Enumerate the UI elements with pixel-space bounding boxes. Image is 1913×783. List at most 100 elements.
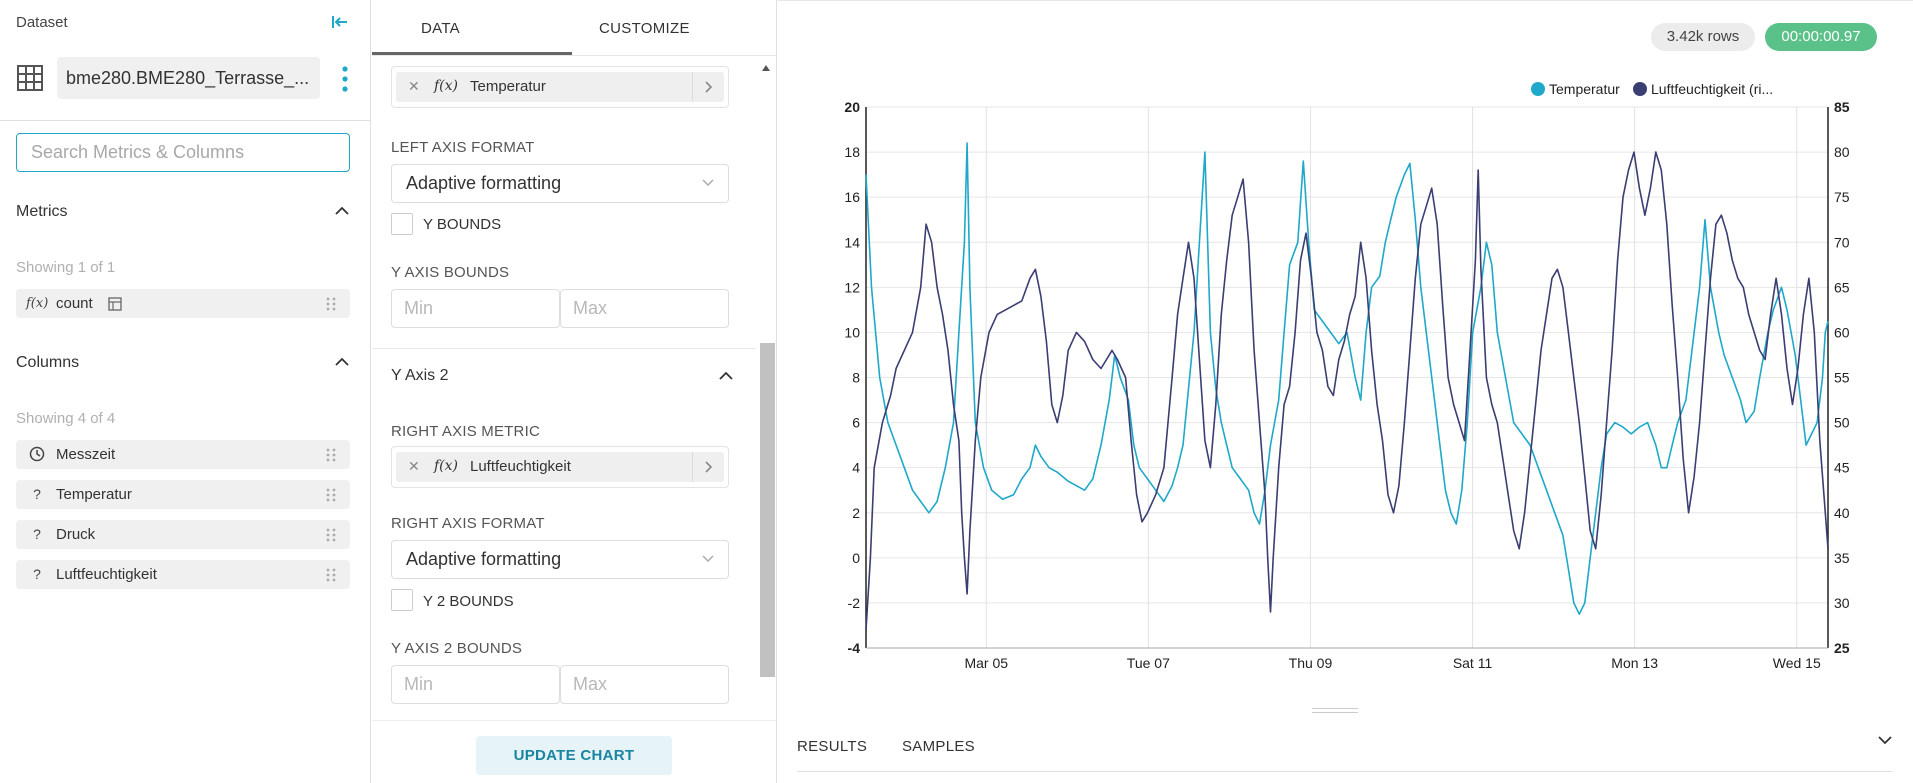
column-item-luftfeuchtigkeit[interactable]: ? Luftfeuchtigkeit [16,560,350,589]
chip-separator [692,72,693,102]
x-tick-label: Wed 15 [1773,655,1821,671]
y-bounds-label: Y BOUNDS [423,216,502,233]
left-axis-metric[interactable]: ✕ f(x) Temperatur [391,66,729,108]
column-item-label: Temperatur [56,486,132,503]
series-line-luftfeuchtigkeit [865,151,1829,631]
active-tab-indicator [372,52,572,55]
tab-customize[interactable]: CUSTOMIZE [599,20,690,37]
left-axis-format-select[interactable]: Adaptive formatting [391,164,729,203]
right-axis-metric[interactable]: ✕ f(x) Luftfeuchtigkeit [391,446,729,488]
right-axis-format-select[interactable]: Adaptive formatting [391,540,729,579]
columns-section-title[interactable]: Columns [16,354,80,371]
y-tick-label: 14 [844,234,860,250]
select-value: Adaptive formatting [406,173,562,193]
y-tick-label: 10 [844,324,860,340]
dataset-menu-icon[interactable] [338,65,352,93]
drag-handle-icon[interactable] [326,448,336,462]
tab-results[interactable]: RESULTS [797,738,868,755]
tab-data[interactable]: DATA [421,20,460,37]
y2-bounds-checkbox[interactable] [391,589,413,611]
columns-showing-count: Showing 4 of 4 [16,410,116,427]
tab-samples[interactable]: SAMPLES [902,738,975,755]
chevron-up-icon[interactable] [335,357,349,367]
function-icon: f(x) [434,458,459,474]
x-tick-label: Thu 09 [1289,655,1333,671]
remove-icon[interactable]: ✕ [408,458,420,474]
y-bounds-checkbox[interactable] [391,213,413,235]
y-tick-label: 16 [844,189,860,205]
drag-handle-icon[interactable] [326,528,336,542]
chevron-down-icon [702,179,714,187]
y2-tick-label: 30 [1834,595,1850,611]
collapse-panel-icon[interactable] [330,12,350,32]
y2-bounds-label: Y 2 BOUNDS [423,593,514,610]
column-item-messzeit[interactable]: Messzeit [16,440,350,469]
query-time-badge: 00:00:00.97 [1765,23,1877,51]
y2-tick-label: 85 [1834,99,1850,115]
x-tick-label: Tue 07 [1127,655,1170,671]
series-line-temperatur [865,142,1829,615]
y2-tick-label: 70 [1834,234,1850,250]
y-tick-label: 6 [852,415,860,431]
chart-pane: 3.42k rows 00:00:00.97 -4 -2 0 2 4 6 8 10 12 14 16… [778,0,1913,783]
y-tick-label: 8 [852,370,860,386]
y-tick-label: 18 [844,144,860,160]
search-metrics-input[interactable] [16,133,350,172]
scrollbar-thumb[interactable] [760,343,775,677]
y-tick-label: 20 [844,99,860,115]
y-axis-max-input[interactable] [560,289,729,328]
drag-handle-icon[interactable] [326,297,336,311]
x-tick-label: Mon 13 [1611,655,1658,671]
column-item-temperatur[interactable]: ? Temperatur [16,480,350,509]
sql-icon [108,297,122,311]
y-axis-bounds-label: Y AXIS BOUNDS [391,264,510,281]
chevron-right-icon[interactable] [704,81,712,93]
column-item-label: Messzeit [56,446,116,463]
left-axis-format-label: LEFT AXIS FORMAT [391,139,535,156]
y-axis-2-section[interactable]: Y Axis 2 [372,348,756,404]
line-chart[interactable]: -4 -2 0 2 4 6 8 10 12 14 16 18 20 25 30 35 40 45 50 55 60 65 7… [778,61,1913,671]
scroll-up-icon[interactable] [761,64,771,72]
y2-tick-label: 60 [1834,324,1850,340]
resize-handle[interactable] [1312,708,1358,713]
y2-tick-label: 25 [1834,640,1850,656]
y-tick-label: -4 [848,640,861,656]
control-scroll-area[interactable]: ✕ f(x) Temperatur LEFT AXIS FORMAT Adapt… [372,56,756,720]
chip-separator [692,452,693,482]
drag-handle-icon[interactable] [326,488,336,502]
scrollbar[interactable] [756,56,776,720]
update-chart-button[interactable]: UPDATE CHART [476,736,672,775]
y-axis-2-max-input[interactable] [560,665,729,704]
table-icon [17,65,43,91]
remove-icon[interactable]: ✕ [408,78,420,94]
control-tabs: DATA CUSTOMIZE [372,0,776,56]
dataset-panel: Dataset bme280.BME280_Terrasse_... Metri… [0,0,371,783]
chart-axes: -4 -2 0 2 4 6 8 10 12 14 16 18 20 25 30 35 40 45 50 55 60 65 7… [844,99,1849,671]
chevron-up-icon[interactable] [719,371,733,381]
metric-chip[interactable]: ✕ f(x) Luftfeuchtigkeit [396,452,724,482]
metrics-section-title[interactable]: Metrics [16,203,68,220]
legend-label: Temperatur [1549,81,1620,97]
y-tick-label: 4 [852,460,860,476]
clock-icon [29,446,45,462]
drag-handle-icon[interactable] [326,568,336,582]
dataset-name[interactable]: bme280.BME280_Terrasse_... [57,57,320,99]
metric-item-count[interactable]: f(x) count [16,289,350,318]
chevron-up-icon[interactable] [335,206,349,216]
y-axis-2-bounds-label: Y AXIS 2 BOUNDS [391,640,523,657]
y2-tick-label: 75 [1834,189,1850,205]
y-axis-min-input[interactable] [391,289,560,328]
metric-name: Temperatur [470,78,546,95]
legend-label: Luftfeuchtigkeit (ri... [1651,81,1773,97]
metric-chip[interactable]: ✕ f(x) Temperatur [396,72,724,102]
column-item-label: Luftfeuchtigkeit [56,566,157,583]
y2-tick-label: 45 [1834,460,1850,476]
column-item-druck[interactable]: ? Druck [16,520,350,549]
chevron-right-icon[interactable] [704,461,712,473]
chart-legend: Temperatur Luftfeuchtigkeit (ri... [1531,81,1773,97]
unknown-type-icon: ? [33,566,41,582]
function-icon: f(x) [434,78,459,94]
y2-tick-label: 35 [1834,550,1850,566]
chevron-down-icon[interactable] [1878,735,1892,745]
y-axis-2-min-input[interactable] [391,665,560,704]
